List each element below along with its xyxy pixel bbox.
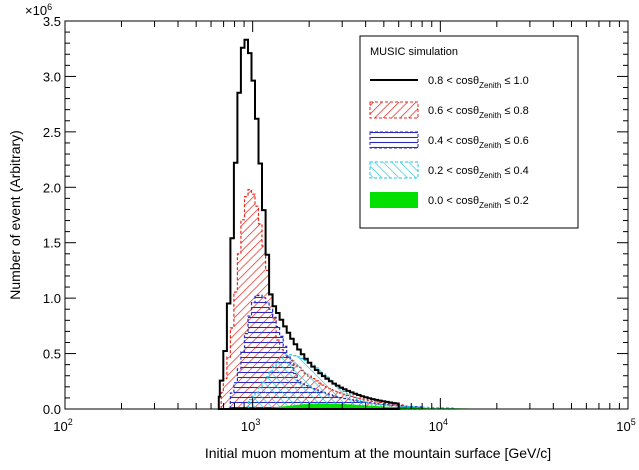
y-tick-label: 0.0 xyxy=(43,402,61,417)
y-tick-label: 2.5 xyxy=(43,125,61,140)
series-histogram-3 xyxy=(247,354,456,410)
legend-label-4: 0.0 < cosθZenith ≤ 0.2 xyxy=(428,195,529,210)
x-axis-title: Initial muon momentum at the mountain su… xyxy=(205,445,551,461)
plot-frame xyxy=(64,20,629,410)
legend-label-0: 0.8 < cosθZenith ≤ 1.0 xyxy=(428,75,529,90)
y-axis-title: Number of event (Arbitrary) xyxy=(7,130,23,300)
y-tick-label: 1.5 xyxy=(43,236,61,251)
y-tick-label: 3.5 xyxy=(43,14,61,29)
series-histogram-0 xyxy=(217,38,400,410)
x-tick-label: 103 xyxy=(241,417,260,434)
legend-title: MUSIC simulation xyxy=(370,46,458,58)
legend-label-3: 0.2 < cosθZenith ≤ 0.4 xyxy=(428,165,529,180)
x-tick-label: 105 xyxy=(616,417,635,434)
legend-symbol-1 xyxy=(369,101,419,119)
x-tick-label: 104 xyxy=(429,417,448,434)
y-tick-label: 2.0 xyxy=(43,180,61,195)
x-tick-label: 102 xyxy=(53,417,72,434)
y-tick-label: 0.5 xyxy=(43,347,61,362)
legend-symbol-4 xyxy=(370,192,418,208)
y-tick-label: 3.0 xyxy=(43,69,61,84)
legend-label-2: 0.4 < cosθZenith ≤ 0.6 xyxy=(428,135,529,150)
y-multiplier-label: ×106 xyxy=(25,2,52,18)
legend-symbol-2 xyxy=(369,131,419,149)
legend-label-1: 0.6 < cosθZenith ≤ 0.8 xyxy=(428,105,529,120)
y-tick-label: 1.0 xyxy=(43,291,61,306)
legend-symbol-3 xyxy=(369,161,419,179)
